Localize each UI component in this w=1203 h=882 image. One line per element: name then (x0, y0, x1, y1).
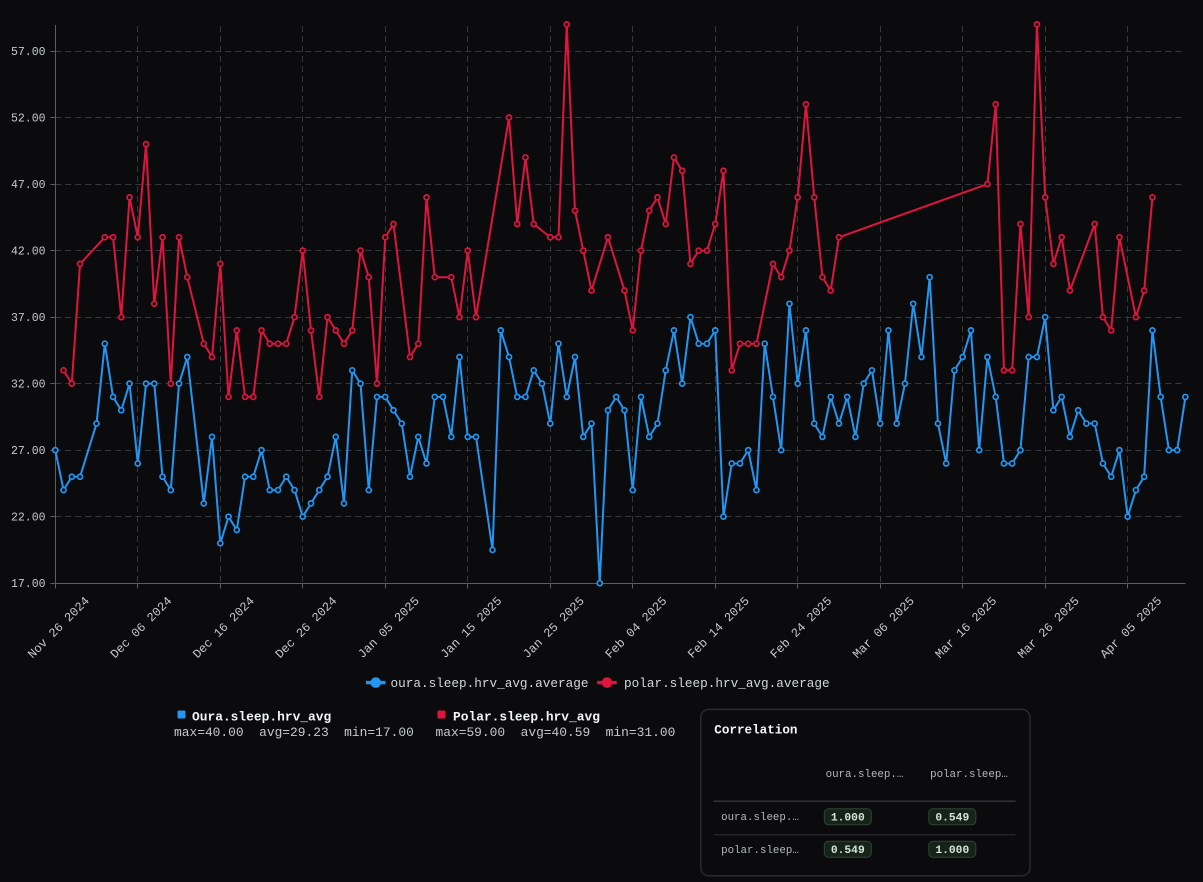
svg-text:max=40.00 avg=29.23 min=17.0: max=40.00 avg=29.23 min=17.00 (174, 725, 414, 740)
svg-text:max=59.00 avg=40.59 min=31.0: max=59.00 avg=40.59 min=31.00 (436, 725, 676, 740)
svg-text:17.00: 17.00 (11, 578, 46, 591)
svg-text:oura.sleep.…: oura.sleep.… (826, 769, 904, 781)
svg-text:oura.sleep.hrv_avg.average: oura.sleep.hrv_avg.average (391, 676, 589, 691)
svg-text:0.549: 0.549 (831, 845, 865, 857)
svg-text:22.00: 22.00 (11, 511, 46, 524)
svg-text:polar.sleep…: polar.sleep… (721, 845, 799, 857)
svg-text:Oura.sleep.hrv_avg: Oura.sleep.hrv_avg (192, 710, 332, 725)
svg-text:1.000: 1.000 (831, 813, 865, 825)
svg-text:polar.sleep…: polar.sleep… (930, 769, 1008, 781)
svg-text:Correlation: Correlation (714, 724, 797, 738)
svg-text:47.00: 47.00 (11, 179, 46, 192)
svg-text:0.549: 0.549 (935, 813, 969, 825)
svg-text:27.00: 27.00 (11, 445, 46, 458)
svg-text:1.000: 1.000 (935, 845, 969, 857)
svg-text:polar.sleep.hrv_avg.average: polar.sleep.hrv_avg.average (624, 676, 830, 691)
svg-text:oura.sleep.…: oura.sleep.… (721, 812, 799, 824)
svg-text:37.00: 37.00 (11, 312, 46, 325)
svg-text:42.00: 42.00 (11, 245, 46, 258)
svg-text:57.00: 57.00 (11, 46, 46, 59)
svg-text:Polar.sleep.hrv_avg: Polar.sleep.hrv_avg (453, 710, 600, 725)
svg-text:52.00: 52.00 (11, 112, 46, 125)
svg-text:32.00: 32.00 (11, 378, 46, 391)
